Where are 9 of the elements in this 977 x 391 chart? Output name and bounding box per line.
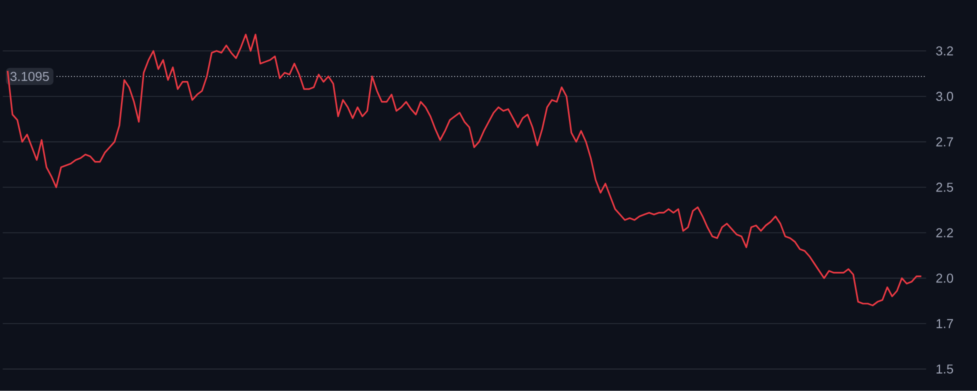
y-tick-label: 2.0: [936, 274, 954, 283]
y-tick-label: 2.2: [936, 228, 953, 238]
y-tick-label: 3.0: [936, 92, 954, 101]
ref-line-label: 3.1095: [10, 72, 49, 82]
y-tick-label: 1.7: [936, 319, 953, 328]
y-tick-label: 3.2: [936, 46, 953, 56]
y-tick-label: 2.7: [936, 137, 953, 146]
y-tick-label: 2.5: [936, 182, 954, 192]
y-tick-label: 1.5: [936, 364, 954, 374]
